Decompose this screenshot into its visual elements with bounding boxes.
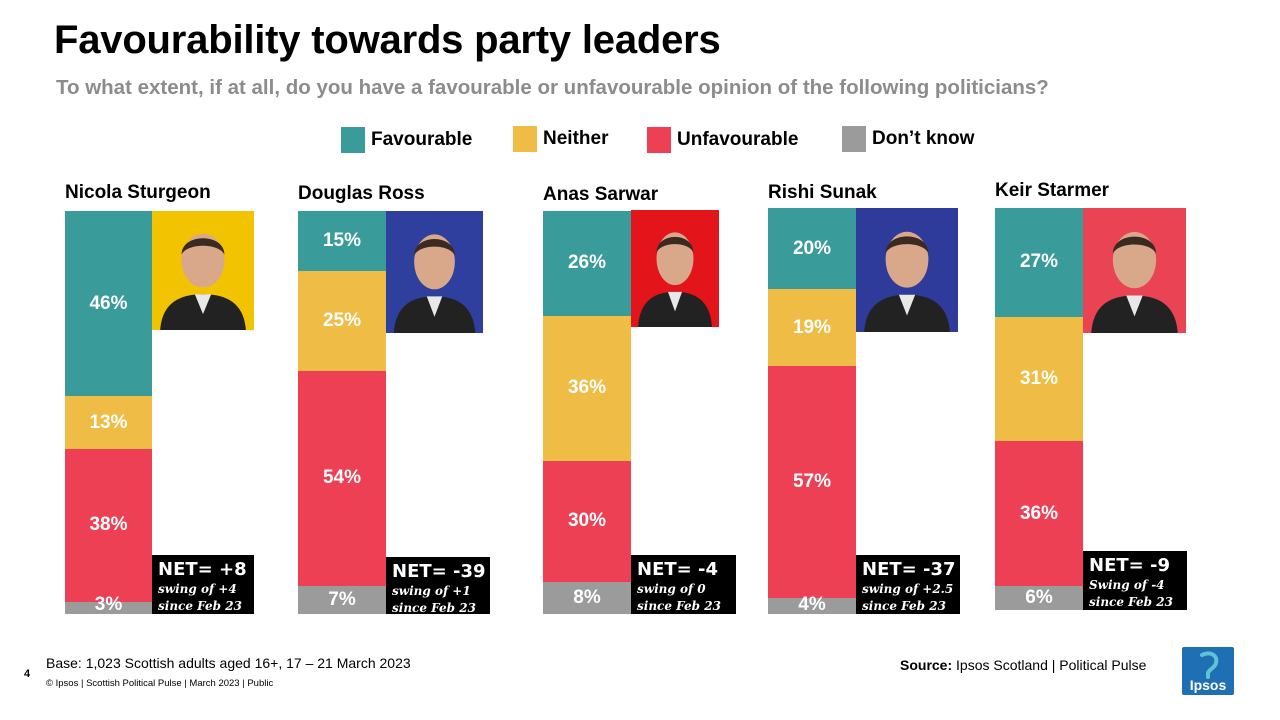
label-douglas-ross-don-t-know: 7% <box>328 589 356 611</box>
bar-anas-sarwar-favourable <box>543 211 631 316</box>
label-nicola-sturgeon-neither: 13% <box>89 411 128 433</box>
bar-keir-starmer-favourable <box>995 208 1083 317</box>
page-subtitle: To what extent, if at all, do you have a… <box>56 76 1049 99</box>
portrait-nicola-sturgeon <box>152 211 254 330</box>
legend-swatch-dont-know <box>842 126 866 152</box>
legend-label-favourable: Favourable <box>371 129 473 150</box>
legend-item-dont-know: Don’t know <box>842 126 974 152</box>
net-value: NET= -39 <box>392 561 486 582</box>
label-keir-starmer-favourable: 27% <box>1019 251 1059 273</box>
label-anas-sarwar-neither: 36% <box>567 377 607 399</box>
source-note: Source: Ipsos Scotland | Political Pulse <box>900 657 1146 673</box>
portrait-keir-starmer <box>1083 208 1186 333</box>
bar-anas-sarwar-neither <box>543 315 631 461</box>
net-since: since Feb 23 <box>392 601 476 615</box>
net-since: since Feb 23 <box>158 599 242 613</box>
ipsos-logo-swirl <box>1200 651 1219 679</box>
page-number: 4 <box>24 668 31 680</box>
label-anas-sarwar-favourable: 26% <box>567 252 607 274</box>
label-nicola-sturgeon-don-t-know: 3% <box>94 594 123 615</box>
leader-name-anas-sarwar: Anas Sarwar <box>543 184 659 205</box>
net-swing: swing of +4 <box>158 582 237 596</box>
label-rishi-sunak-don-t-know: 4% <box>798 594 826 615</box>
legend-item-unfavourable: Unfavourable <box>647 127 798 153</box>
net-value: NET= -4 <box>637 559 718 580</box>
bar-keir-starmer-neither <box>995 316 1083 442</box>
bar-keir-starmer-don-t-know <box>995 585 1083 610</box>
leader-name-keir-starmer: Keir Starmer <box>995 180 1110 201</box>
label-anas-sarwar-don-t-know: 8% <box>573 586 601 608</box>
page-title: Favourability towards party leaders <box>54 18 721 62</box>
label-nicola-sturgeon-unfavourable: 38% <box>89 514 128 536</box>
bar-nicola-sturgeon-favourable <box>65 211 152 397</box>
bar-rishi-sunak-neither <box>768 289 856 367</box>
source-text: Ipsos Scotland | Political Pulse <box>952 657 1147 673</box>
bar-nicola-sturgeon-unfavourable <box>65 448 152 602</box>
bar-anas-sarwar-don-t-know <box>543 581 631 614</box>
legend-item-favourable: Favourable <box>341 127 472 153</box>
label-douglas-ross-favourable: 15% <box>322 229 362 251</box>
legend-swatch-unfavourable <box>647 127 671 153</box>
leader-name-rishi-sunak: Rishi Sunak <box>768 182 877 203</box>
net-since: since Feb 23 <box>862 599 946 613</box>
net-swing: swing of +2.5 <box>862 582 954 596</box>
portrait-silhouette-icon <box>160 233 246 330</box>
legend-swatch-neither <box>513 126 537 152</box>
net-swing: Swing of -4 <box>1089 578 1165 592</box>
bar-rishi-sunak-favourable <box>768 208 856 290</box>
label-nicola-sturgeon-favourable: 46% <box>89 292 128 314</box>
net-value: NET= -37 <box>862 559 956 580</box>
portrait-douglas-ross <box>386 211 483 333</box>
legend-label-dont-know: Don’t know <box>872 128 975 149</box>
label-anas-sarwar-unfavourable: 30% <box>567 510 607 532</box>
portrait-rishi-sunak <box>856 208 958 332</box>
bar-rishi-sunak-unfavourable <box>768 366 856 598</box>
legend-swatch-favourable <box>341 127 365 153</box>
leader-name-nicola-sturgeon: Nicola Sturgeon <box>65 182 211 203</box>
bar-anas-sarwar-unfavourable <box>543 460 631 582</box>
base-note: Base: 1,023 Scottish adults aged 16+, 17… <box>46 655 411 671</box>
legend-label-unfavourable: Unfavourable <box>677 129 799 150</box>
net-since: since Feb 23 <box>1089 595 1173 609</box>
net-value: NET= +8 <box>158 559 247 580</box>
portrait-silhouette-icon <box>393 234 476 333</box>
portrait-silhouette-icon <box>864 231 950 332</box>
bar-douglas-ross-favourable <box>298 211 386 271</box>
legend-label-neither: Neither <box>543 128 609 149</box>
label-rishi-sunak-unfavourable: 57% <box>792 471 832 493</box>
portrait-anas-sarwar <box>631 210 719 327</box>
net-swing: swing of +1 <box>392 584 471 598</box>
label-keir-starmer-unfavourable: 36% <box>1019 502 1059 524</box>
net-value: NET= -9 <box>1089 555 1170 576</box>
bar-nicola-sturgeon-neither <box>65 396 152 449</box>
net-box-anas-sarwar: NET= -4 swing of 0 since Feb 23 <box>631 555 736 614</box>
bar-rishi-sunak-don-t-know <box>768 597 856 614</box>
portrait-silhouette-icon <box>1091 231 1178 333</box>
bar-douglas-ross-don-t-know <box>298 586 386 614</box>
leader-name-douglas-ross: Douglas Ross <box>298 183 425 204</box>
net-box-nicola-sturgeon: NET= +8 swing of +4 since Feb 23 <box>152 555 254 614</box>
bar-keir-starmer-unfavourable <box>995 441 1083 586</box>
copyright-note: © Ipsos | Scottish Political Pulse | Mar… <box>46 678 274 689</box>
net-box-douglas-ross: NET= -39 swing of +1 since Feb 23 <box>386 557 490 615</box>
portrait-silhouette-icon <box>638 232 712 327</box>
label-keir-starmer-neither: 31% <box>1019 367 1059 389</box>
label-douglas-ross-neither: 25% <box>322 309 362 331</box>
net-since: since Feb 23 <box>637 599 721 613</box>
ipsos-logo-text: Ipsos <box>1190 677 1227 693</box>
bar-douglas-ross-unfavourable <box>298 370 386 587</box>
label-rishi-sunak-favourable: 20% <box>792 237 832 259</box>
legend-item-neither: Neither <box>513 126 608 152</box>
label-rishi-sunak-neither: 19% <box>792 316 832 338</box>
source-label: Source: <box>900 657 953 673</box>
ipsos-logo: Ipsos <box>1182 647 1234 695</box>
bar-nicola-sturgeon-don-t-know <box>65 601 152 614</box>
bar-douglas-ross-neither <box>298 270 386 371</box>
label-keir-starmer-don-t-know: 6% <box>1025 586 1053 608</box>
net-box-keir-starmer: NET= -9 Swing of -4 since Feb 23 <box>1083 551 1187 610</box>
net-swing: swing of 0 <box>637 582 706 596</box>
net-box-rishi-sunak: NET= -37 swing of +2.5 since Feb 23 <box>856 555 960 614</box>
label-douglas-ross-unfavourable: 54% <box>322 467 362 489</box>
